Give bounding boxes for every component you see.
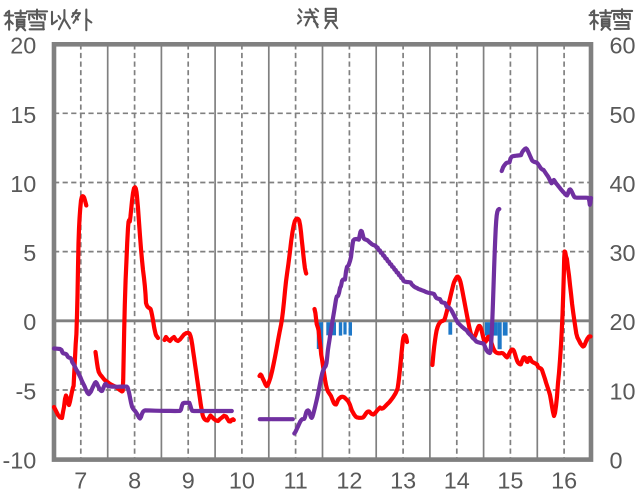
svg-text:10: 10: [10, 171, 36, 197]
svg-text:10: 10: [229, 468, 255, 494]
svg-text:11: 11: [283, 468, 307, 494]
svg-text:15: 15: [497, 468, 523, 494]
svg-text:-10: -10: [2, 448, 36, 474]
svg-text:40: 40: [610, 171, 636, 197]
svg-text:8: 8: [128, 468, 141, 494]
svg-text:13: 13: [390, 468, 416, 494]
svg-text:20: 20: [10, 33, 36, 59]
svg-text:50: 50: [610, 102, 636, 128]
svg-text:0: 0: [610, 448, 623, 474]
svg-text:7: 7: [74, 468, 87, 494]
svg-text:60: 60: [610, 33, 636, 59]
svg-text:0: 0: [23, 309, 36, 335]
svg-text:-5: -5: [15, 378, 36, 404]
svg-text:15: 15: [10, 102, 36, 128]
svg-text:20: 20: [610, 309, 636, 335]
svg-text:5: 5: [23, 240, 36, 266]
svg-text:30: 30: [610, 240, 636, 266]
svg-text:14: 14: [444, 468, 470, 494]
svg-text:12: 12: [336, 468, 362, 494]
svg-text:16: 16: [551, 468, 577, 494]
svg-text:9: 9: [182, 468, 195, 494]
svg-text:10: 10: [610, 378, 636, 404]
